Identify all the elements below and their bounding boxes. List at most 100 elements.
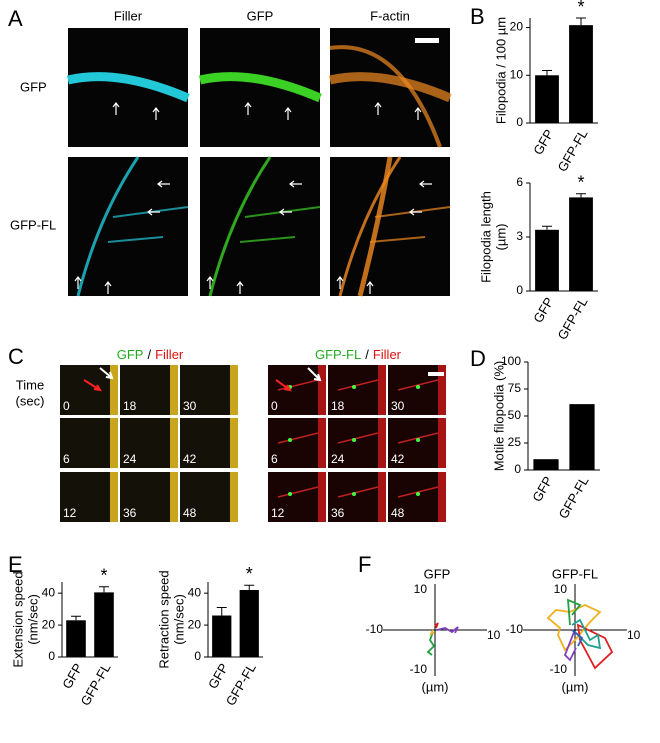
error-bar <box>244 584 255 590</box>
time-label: 12 <box>271 506 285 520</box>
frame <box>268 365 326 415</box>
track-unit: (µm) <box>422 679 449 694</box>
bar <box>533 459 559 470</box>
frame <box>388 418 446 468</box>
time-label: 48 <box>391 506 405 520</box>
y-tick-label: 25 <box>508 435 522 449</box>
arrow <box>104 281 112 294</box>
filopodium <box>277 486 319 498</box>
bar <box>66 620 86 657</box>
bar <box>535 229 559 291</box>
trajectory <box>426 631 436 656</box>
trajectory <box>563 631 577 662</box>
significance: * <box>577 0 584 17</box>
y-tick-label: 20 <box>510 20 524 34</box>
y-tick-label: 0 <box>516 283 523 297</box>
arrow <box>99 367 114 380</box>
frame <box>328 472 386 522</box>
puncta <box>288 492 292 496</box>
edge <box>170 418 178 468</box>
edge <box>110 365 118 415</box>
dendrite <box>329 45 442 148</box>
track-tick: 10 <box>627 628 641 642</box>
time-label: 18 <box>123 399 137 413</box>
time-label: 12 <box>63 506 77 520</box>
track-tick: 10 <box>487 628 501 642</box>
y-tick-label: 10 <box>510 67 524 81</box>
track-tick: 10 <box>414 582 428 596</box>
dendrite <box>208 156 272 297</box>
panel-label: A <box>8 6 23 31</box>
edge <box>438 472 446 522</box>
trajectory <box>434 622 439 629</box>
y-axis-label: Retraction speed <box>156 570 171 668</box>
puncta <box>352 492 356 496</box>
y-tick-label: 75 <box>508 381 522 395</box>
arrow <box>206 276 214 289</box>
error-bar <box>576 17 586 26</box>
title-part: / <box>365 347 369 362</box>
x-tick-label: GFP <box>59 661 85 692</box>
edge <box>378 365 386 415</box>
arrow <box>157 180 170 188</box>
track-tick: -10 <box>506 622 524 636</box>
bar <box>535 75 559 123</box>
track-tick: -10 <box>410 662 428 676</box>
edge <box>378 472 386 522</box>
trajectory <box>571 618 602 650</box>
edge <box>230 472 238 522</box>
track-unit: (µm) <box>562 679 589 694</box>
panel-label: B <box>470 4 485 29</box>
time-label: 24 <box>123 452 137 466</box>
edge <box>438 418 446 468</box>
y-axis-label: (µm) <box>493 224 508 251</box>
micrograph <box>200 157 320 296</box>
frame <box>60 365 118 415</box>
arrow <box>279 208 292 216</box>
frame <box>180 365 238 415</box>
y-tick-label: 0 <box>516 115 523 129</box>
panel-label: C <box>8 344 24 369</box>
time-label: 48 <box>183 506 197 520</box>
time-label: 36 <box>123 506 137 520</box>
micrograph <box>68 157 188 296</box>
time-label: 30 <box>391 399 405 413</box>
track-tick: -10 <box>366 622 384 636</box>
error-bar <box>542 70 552 76</box>
arrow <box>244 102 252 115</box>
filopodium <box>277 432 319 444</box>
scale-bar <box>428 372 444 376</box>
arrow <box>83 379 102 392</box>
arrow <box>307 367 322 382</box>
edge <box>378 418 386 468</box>
y-tick-label: 50 <box>508 408 522 422</box>
puncta <box>288 438 292 442</box>
y-tick-label: 40 <box>42 585 56 599</box>
puncta <box>416 385 420 389</box>
puncta <box>352 385 356 389</box>
puncta <box>416 492 420 496</box>
filopodium <box>337 432 379 444</box>
edge <box>318 418 326 468</box>
y-tick-label: 6 <box>516 175 523 189</box>
puncta <box>416 438 420 442</box>
frame <box>388 472 446 522</box>
time-axis-label: Time <box>16 377 44 392</box>
arrow <box>275 379 292 392</box>
frame <box>60 472 118 522</box>
arrow <box>419 180 432 188</box>
title-part: GFP-FL <box>315 347 361 362</box>
track-tick: 10 <box>554 582 568 596</box>
trajectory <box>429 629 435 636</box>
panel-title: GFP-FL / Filler <box>315 347 402 362</box>
y-tick-label: 0 <box>194 649 201 663</box>
frame <box>60 418 118 468</box>
dendrite <box>338 156 402 297</box>
frame <box>268 472 326 522</box>
arrow <box>152 107 160 120</box>
edge <box>170 365 178 415</box>
column-header: F-actin <box>370 8 410 23</box>
filopodium <box>337 486 379 498</box>
time-axis-label: (sec) <box>16 393 45 408</box>
